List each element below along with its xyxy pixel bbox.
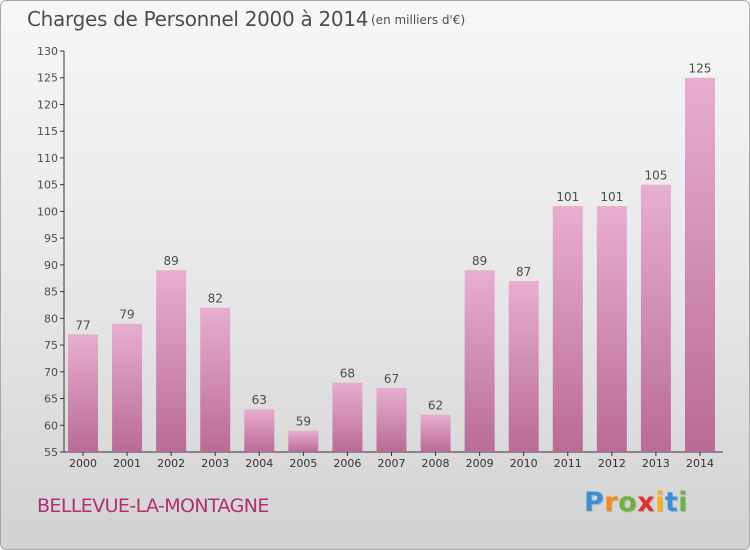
bar-value-label: 101 (600, 190, 623, 204)
x-tick-label: 2012 (598, 457, 626, 470)
bar-2014 (684, 77, 715, 452)
x-tick-label: 2003 (201, 457, 229, 470)
bar-value-label: 77 (75, 318, 90, 332)
bar-2002 (156, 270, 187, 452)
x-tick-label: 2001 (113, 457, 141, 470)
x-tick-label: 2007 (377, 457, 405, 470)
x-tick-label: 2013 (642, 457, 670, 470)
logo-letter: o (618, 487, 638, 518)
bar-2011 (552, 206, 583, 452)
x-tick-label: 2000 (69, 457, 97, 470)
bar-value-label: 89 (163, 254, 178, 268)
bar-2006 (332, 382, 363, 452)
bar-2010 (508, 280, 539, 452)
y-tick-label: 60 (44, 419, 58, 432)
y-tick-label: 120 (37, 98, 58, 111)
y-tick-label: 100 (37, 205, 58, 218)
x-tick-label: 2002 (157, 457, 185, 470)
x-tick-label: 2011 (554, 457, 582, 470)
y-tick-label: 80 (44, 312, 58, 325)
proxiti-logo[interactable]: Proxiti (584, 487, 688, 518)
bar-value-label: 67 (384, 372, 399, 386)
bar-2013 (640, 184, 671, 452)
bar-2005 (288, 430, 319, 452)
x-tick-label: 2006 (333, 457, 361, 470)
bar-value-label: 105 (644, 169, 667, 183)
bar-2004 (244, 409, 275, 452)
logo-letter: x (637, 487, 656, 518)
x-tick-label: 2008 (422, 457, 450, 470)
bar-2001 (112, 323, 143, 452)
logo-letter: i (678, 487, 689, 518)
y-tick-label: 75 (44, 339, 58, 352)
labels: 55 60 65 70 75 80 85 90 95 100 105 110 115 120 125 130 2… (37, 45, 714, 470)
bar-value-label: 101 (556, 190, 579, 204)
y-tick-label: 115 (37, 125, 58, 138)
chart-subtitle: (en milliers d'€) (371, 13, 466, 27)
y-tick-label: 85 (44, 286, 58, 299)
bar-value-label: 79 (119, 308, 134, 322)
bar-value-label: 82 (208, 292, 223, 306)
logo-letter: r (604, 487, 619, 518)
logo-letter: t (664, 487, 679, 518)
bar-2012 (596, 206, 627, 452)
y-tick-label: 95 (44, 232, 58, 245)
bar-2007 (376, 387, 407, 452)
bar-value-label: 59 (296, 415, 311, 429)
bar-value-label: 89 (472, 254, 487, 268)
bar-value-label: 125 (689, 62, 712, 76)
x-tick-label: 2009 (466, 457, 494, 470)
commune-name: BELLEVUE-LA-MONTAGNE (37, 495, 269, 517)
y-tick-label: 65 (44, 393, 58, 406)
bar-2000 (68, 334, 98, 452)
y-tick-label: 70 (44, 366, 58, 379)
x-tick-label: 2005 (289, 457, 317, 470)
bar-value-label: 68 (340, 366, 355, 380)
y-tick-label: 90 (44, 259, 58, 272)
y-tick-label: 55 (44, 446, 58, 459)
x-tick-label: 2004 (245, 457, 273, 470)
x-tick-label: 2010 (510, 457, 538, 470)
bar-2008 (420, 414, 451, 452)
y-tick-label: 110 (37, 152, 58, 165)
bar-value-label: 87 (516, 265, 531, 279)
y-tick-label: 105 (37, 179, 58, 192)
bars (68, 77, 715, 452)
y-tick-label: 130 (37, 45, 58, 58)
x-tick-label: 2014 (686, 457, 714, 470)
bar-2003 (200, 307, 231, 452)
y-tick-label: 125 (37, 72, 58, 85)
bar-value-label: 63 (252, 393, 267, 407)
bar-2009 (464, 270, 495, 452)
logo-letter: i (655, 487, 665, 518)
chart-title: Charges de Personnel 2000 à 2014 (27, 7, 369, 31)
logo-letter: P (584, 487, 605, 518)
bar-value-label: 62 (428, 399, 443, 413)
